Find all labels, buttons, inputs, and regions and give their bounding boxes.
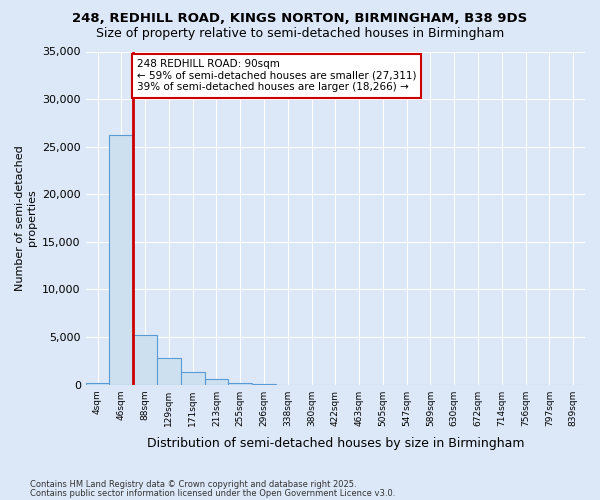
Bar bbox=[86, 382, 109, 384]
Text: Contains HM Land Registry data © Crown copyright and database right 2025.: Contains HM Land Registry data © Crown c… bbox=[30, 480, 356, 489]
Text: 248, REDHILL ROAD, KINGS NORTON, BIRMINGHAM, B38 9DS: 248, REDHILL ROAD, KINGS NORTON, BIRMING… bbox=[73, 12, 527, 26]
Bar bbox=[229, 383, 252, 384]
Text: Size of property relative to semi-detached houses in Birmingham: Size of property relative to semi-detach… bbox=[96, 28, 504, 40]
Y-axis label: Number of semi-detached
properties: Number of semi-detached properties bbox=[15, 145, 37, 291]
Bar bbox=[181, 372, 205, 384]
Bar bbox=[109, 136, 133, 384]
Text: 248 REDHILL ROAD: 90sqm
← 59% of semi-detached houses are smaller (27,311)
39% o: 248 REDHILL ROAD: 90sqm ← 59% of semi-de… bbox=[137, 59, 416, 92]
Text: Contains public sector information licensed under the Open Government Licence v3: Contains public sector information licen… bbox=[30, 488, 395, 498]
Bar bbox=[133, 335, 157, 384]
Bar bbox=[205, 379, 229, 384]
X-axis label: Distribution of semi-detached houses by size in Birmingham: Distribution of semi-detached houses by … bbox=[146, 437, 524, 450]
Bar bbox=[157, 358, 181, 384]
